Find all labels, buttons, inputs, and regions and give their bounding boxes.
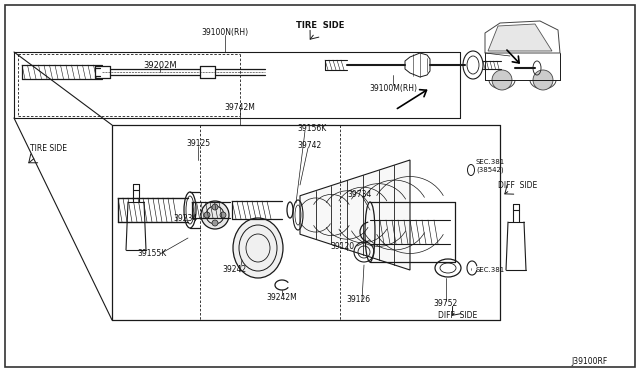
Ellipse shape (233, 218, 283, 278)
Circle shape (220, 212, 226, 218)
Text: 39242: 39242 (222, 266, 246, 275)
Text: 39742: 39742 (298, 141, 322, 150)
Text: TIRE SIDE: TIRE SIDE (30, 144, 67, 153)
Text: 39742M: 39742M (225, 103, 255, 112)
Text: (38542): (38542) (476, 167, 504, 173)
Text: 39126: 39126 (346, 295, 370, 305)
Text: 39125: 39125 (186, 138, 210, 148)
Polygon shape (488, 24, 552, 51)
Text: 39752: 39752 (434, 299, 458, 308)
Polygon shape (300, 160, 410, 270)
Circle shape (212, 204, 218, 210)
Ellipse shape (201, 201, 229, 229)
Text: 39155K: 39155K (138, 250, 166, 259)
Circle shape (533, 70, 553, 90)
Text: 39202M: 39202M (143, 61, 177, 70)
Text: TIRE  SIDE: TIRE SIDE (296, 20, 344, 29)
Text: DIFF  SIDE: DIFF SIDE (499, 180, 538, 189)
Text: DIFF  SIDE: DIFF SIDE (438, 311, 477, 321)
Circle shape (204, 212, 210, 218)
Text: 39100N(RH): 39100N(RH) (202, 28, 248, 36)
Circle shape (492, 70, 512, 90)
Circle shape (212, 220, 218, 226)
Text: 39120: 39120 (331, 241, 355, 250)
Text: SEC.381: SEC.381 (476, 159, 505, 165)
Text: 39100M(RH): 39100M(RH) (369, 83, 417, 93)
Text: SEC.381: SEC.381 (476, 267, 505, 273)
Text: J39100RF: J39100RF (572, 357, 608, 366)
Text: 39156K: 39156K (298, 124, 326, 132)
Text: 39242M: 39242M (267, 294, 298, 302)
Text: 39734: 39734 (348, 189, 372, 199)
Text: 39234: 39234 (174, 214, 198, 222)
